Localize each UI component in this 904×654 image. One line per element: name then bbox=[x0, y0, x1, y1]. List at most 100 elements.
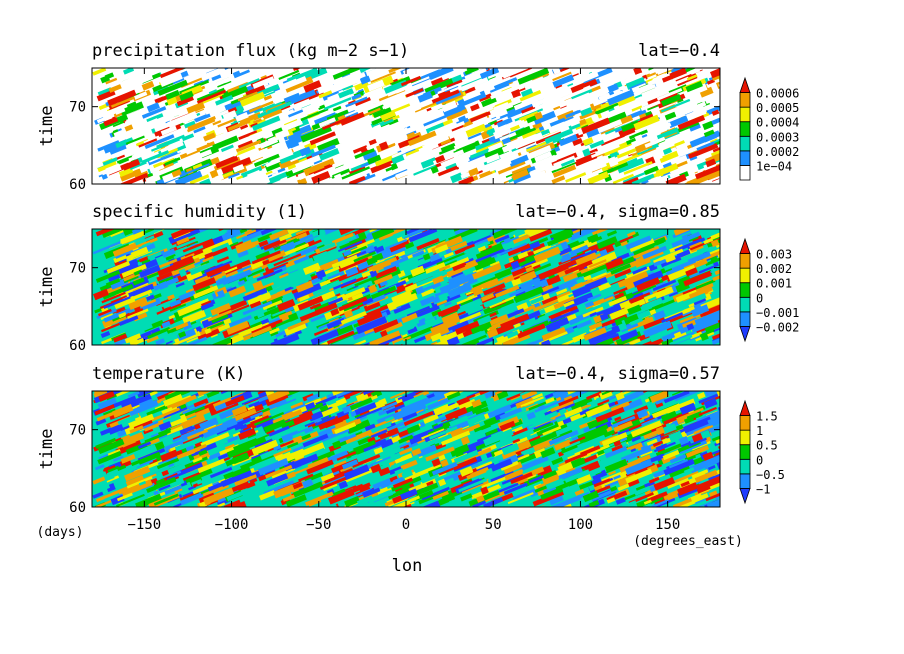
heatmap-cell bbox=[618, 125, 636, 138]
heatmap-cell bbox=[220, 144, 234, 153]
heatmap-cell bbox=[502, 426, 512, 433]
panel-title: precipitation flux (kg m−2 s−1) bbox=[92, 41, 409, 61]
heatmap-cell bbox=[321, 406, 340, 418]
heatmap-cell bbox=[614, 393, 640, 407]
heatmap-cell bbox=[217, 323, 231, 332]
heatmap-cell bbox=[582, 490, 600, 503]
heatmap-cell bbox=[318, 90, 333, 99]
heatmap-cell bbox=[563, 300, 575, 308]
heatmap-cell bbox=[391, 154, 405, 165]
heatmap-cell bbox=[238, 68, 266, 74]
heatmap-cell bbox=[606, 83, 619, 94]
heatmap-cell bbox=[400, 138, 432, 154]
colorbar-arrow-max bbox=[739, 76, 751, 93]
heatmap-cell bbox=[458, 398, 477, 411]
heatmap-cell bbox=[236, 229, 257, 240]
heatmap-cell bbox=[437, 165, 460, 177]
heatmap-cell bbox=[478, 93, 492, 102]
heatmap-cell bbox=[628, 292, 651, 303]
heatmap-cell bbox=[279, 78, 298, 89]
y-tick-label: 70 bbox=[69, 100, 86, 116]
heatmap-cell bbox=[211, 242, 230, 253]
heatmap-cell bbox=[441, 100, 458, 113]
heatmap-cell bbox=[221, 269, 252, 286]
colorbar-label: 0 bbox=[756, 291, 763, 305]
heatmap-cell bbox=[116, 142, 137, 155]
heatmap-cell bbox=[287, 312, 299, 322]
heatmap-cell bbox=[252, 280, 264, 290]
heatmap-cell bbox=[407, 130, 437, 147]
heatmap-cell bbox=[302, 433, 329, 448]
heatmap-cell bbox=[590, 144, 620, 159]
heatmap-cell bbox=[523, 316, 536, 326]
heatmap-cell bbox=[480, 293, 495, 302]
heatmap-cell bbox=[509, 68, 517, 76]
heatmap-cell bbox=[629, 238, 655, 253]
heatmap-cell bbox=[582, 160, 595, 169]
heatmap-cell bbox=[213, 125, 227, 136]
heatmap-cell bbox=[690, 304, 710, 317]
heatmap-cell bbox=[453, 138, 476, 151]
heatmap-cell bbox=[318, 341, 331, 345]
heatmap-cell bbox=[401, 463, 421, 474]
heatmap-cell bbox=[181, 413, 206, 429]
heatmap-cell bbox=[507, 308, 525, 319]
heatmap-cell bbox=[225, 417, 238, 428]
colorbar-swatch bbox=[739, 429, 751, 446]
heatmap-cell bbox=[258, 395, 269, 403]
heatmap-cell bbox=[380, 438, 394, 449]
heatmap-cell bbox=[471, 399, 482, 408]
heatmap-cell bbox=[122, 158, 141, 171]
x-tick-label: −50 bbox=[306, 517, 331, 533]
heatmap-cell bbox=[587, 293, 602, 302]
heatmap-cell bbox=[115, 439, 142, 456]
heatmap-cell bbox=[619, 409, 636, 420]
heatmap-cell bbox=[105, 278, 121, 287]
heatmap-cell bbox=[297, 103, 320, 116]
heatmap-cell bbox=[663, 262, 676, 271]
heatmap-cell bbox=[662, 449, 680, 461]
heatmap-cell bbox=[193, 126, 206, 134]
heatmap-cell bbox=[165, 89, 180, 100]
heatmap-cell bbox=[631, 173, 655, 184]
heatmap-cell bbox=[553, 297, 576, 310]
heatmap-cell bbox=[229, 241, 239, 247]
x-tick-label: 0 bbox=[402, 517, 410, 533]
heatmap-cell bbox=[384, 415, 394, 422]
heatmap-cell bbox=[618, 391, 635, 397]
heatmap-cell bbox=[586, 391, 602, 400]
heatmap-cell bbox=[687, 251, 711, 265]
heatmap-cell bbox=[194, 441, 203, 448]
heatmap-cell bbox=[371, 401, 398, 415]
heatmap-cell bbox=[283, 426, 304, 436]
heatmap-cell bbox=[158, 484, 171, 492]
heatmap-cell bbox=[667, 264, 697, 281]
heatmap-cell bbox=[310, 144, 336, 158]
heatmap-cell bbox=[519, 391, 548, 396]
heatmap-cell bbox=[551, 457, 564, 466]
heatmap-cell bbox=[479, 322, 490, 332]
heatmap-cell bbox=[153, 476, 177, 490]
heatmap-cell bbox=[605, 257, 624, 270]
colorbar-label: −0.001 bbox=[756, 306, 799, 320]
heatmap-cell bbox=[354, 402, 377, 416]
heatmap-cell bbox=[295, 154, 321, 170]
heatmap-cell bbox=[552, 74, 575, 88]
heatmap-cell bbox=[531, 93, 558, 108]
heatmap-cell bbox=[184, 120, 196, 129]
heatmap-cell bbox=[303, 158, 335, 176]
heatmap-cell bbox=[119, 168, 142, 182]
heatmap-cell bbox=[501, 442, 520, 456]
heatmap-cell bbox=[264, 432, 279, 441]
heatmap-cell bbox=[648, 476, 660, 484]
heatmap-cell bbox=[588, 321, 603, 331]
heatmap-cell bbox=[548, 430, 579, 446]
heatmap-cell bbox=[247, 291, 272, 306]
heatmap-cell bbox=[368, 169, 394, 184]
heatmap-cell bbox=[388, 418, 412, 431]
heatmap-cell bbox=[182, 309, 207, 325]
heatmap-cell bbox=[351, 292, 364, 302]
heatmap-cell bbox=[611, 444, 623, 452]
heatmap-cell bbox=[604, 458, 628, 474]
heatmap-cell bbox=[601, 432, 628, 447]
